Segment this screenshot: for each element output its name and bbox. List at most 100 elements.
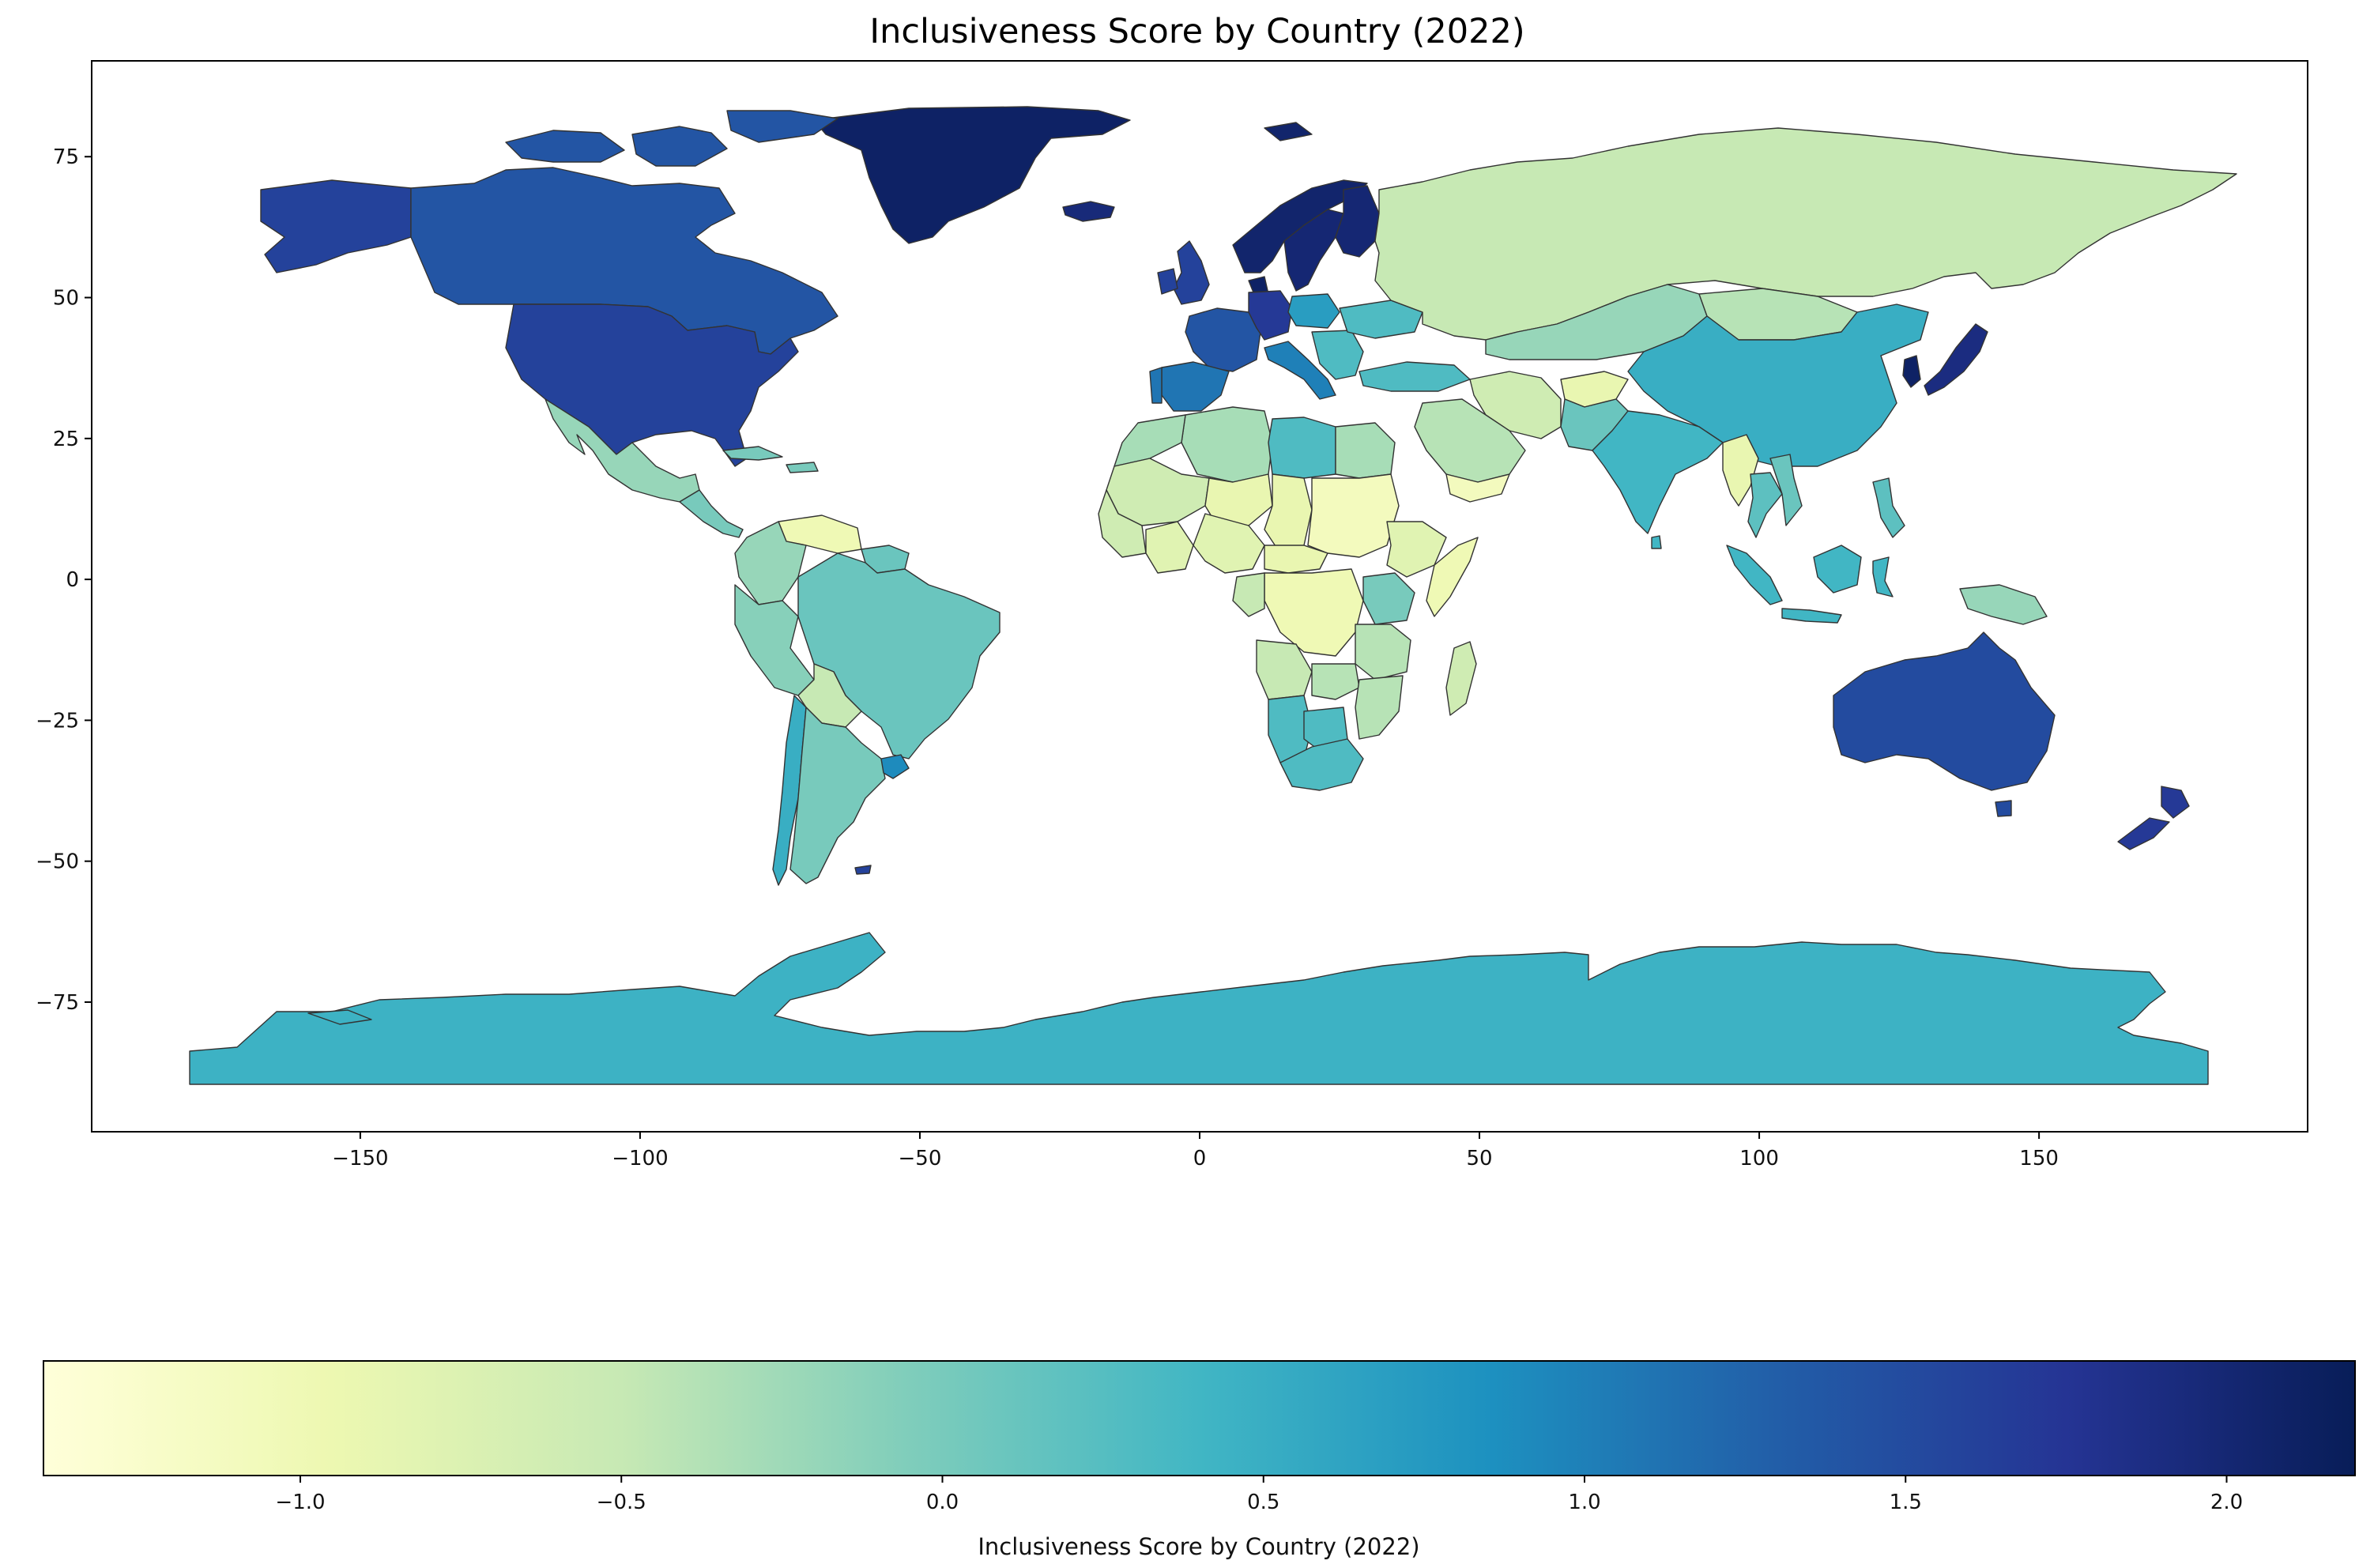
region-united-kingdom (1173, 240, 1210, 305)
region-papua-new-guinea (1959, 584, 2048, 625)
region-tanzania (1355, 624, 1411, 680)
region-australia (1833, 631, 2056, 791)
y-tick-label: −75 (36, 991, 79, 1015)
region-cuba (722, 446, 783, 461)
region-egypt (1335, 422, 1396, 479)
region-new-zealand-south (2117, 817, 2170, 850)
region-myanmar (1722, 434, 1759, 507)
region-west-africa (1098, 489, 1147, 558)
x-tick-label: −100 (612, 1147, 668, 1170)
region-antarctica (189, 932, 2209, 1085)
region-norway (1232, 179, 1368, 273)
y-tick-label: 0 (66, 568, 79, 592)
region-borneo (1813, 545, 1862, 594)
x-tick-label: 150 (2019, 1147, 2059, 1170)
colorbar-ticks: −1.0 −0.5 0.0 0.5 1.0 1.5 2.0 (275, 1476, 2243, 1514)
region-spain (1161, 361, 1230, 412)
region-uruguay (880, 754, 910, 779)
colorbar-tick-label: 2.0 (2210, 1491, 2243, 1514)
y-tick-label: 25 (53, 428, 79, 451)
region-iran (1469, 371, 1562, 439)
region-thailand (1747, 472, 1783, 538)
region-ireland (1157, 268, 1178, 295)
region-central-america (679, 489, 744, 538)
region-central-african (1264, 545, 1328, 574)
region-chad (1264, 473, 1313, 554)
region-mexico (545, 398, 700, 503)
region-niger (1204, 473, 1273, 526)
colorbar-tick-label: −0.5 (597, 1491, 646, 1514)
x-tick-label: −150 (332, 1147, 388, 1170)
region-sri-lanka (1651, 535, 1662, 549)
region-congo-west (1232, 572, 1265, 617)
region-falklands (854, 865, 872, 875)
region-japan (1924, 323, 1988, 396)
region-sudan (1307, 473, 1400, 558)
y-tick-label: −50 (36, 850, 79, 874)
region-finland (1335, 185, 1380, 258)
x-tick-label: −50 (899, 1147, 942, 1170)
region-south-korea (1902, 355, 1921, 388)
countries-layer (189, 106, 2237, 1085)
y-tick-label: −25 (36, 709, 79, 733)
region-russia (1374, 127, 2237, 341)
region-kenya (1362, 572, 1415, 625)
region-canada-islands-2 (631, 126, 728, 167)
region-iceland (1062, 201, 1115, 222)
y-tick-label: 50 (53, 287, 79, 311)
region-germany (1248, 290, 1293, 341)
colorbar-tick-label: 0.0 (926, 1491, 959, 1514)
region-china (1627, 303, 1929, 467)
region-italy (1264, 341, 1336, 400)
y-axis: 75 50 25 0 −25 −50 −75 (36, 145, 92, 1015)
region-hispaniola (786, 462, 819, 473)
region-sulawesi (1872, 556, 1894, 597)
region-sweden (1283, 209, 1344, 292)
region-antarctic-island (307, 1009, 372, 1025)
region-coast-ivory (1145, 521, 1194, 574)
colorbar-tick-label: 0.5 (1247, 1491, 1279, 1514)
region-yemen (1445, 473, 1510, 503)
x-tick-label: 50 (1466, 1147, 1492, 1170)
region-vietnam (1769, 454, 1803, 526)
region-south-africa (1279, 738, 1364, 791)
region-libya (1268, 416, 1336, 479)
colorbar-tick-label: −1.0 (275, 1491, 325, 1514)
region-algeria (1181, 406, 1273, 483)
region-zambia (1311, 663, 1360, 700)
region-alaska (260, 179, 412, 273)
region-canada-islands (505, 130, 625, 163)
region-argentina (789, 707, 886, 884)
region-colombia (734, 521, 807, 605)
region-dr-congo (1264, 568, 1364, 657)
region-turkey (1358, 361, 1471, 392)
colorbar-tick-label: 1.0 (1568, 1491, 1600, 1514)
region-mozambique (1355, 675, 1404, 740)
region-somalia (1426, 537, 1479, 617)
region-new-zealand-north (2161, 786, 2190, 819)
region-java (1781, 608, 1842, 624)
region-india (1592, 410, 1724, 534)
x-tick-label: 100 (1739, 1147, 1779, 1170)
region-tasmania (1995, 800, 2012, 817)
region-portugal (1149, 367, 1163, 404)
region-ethiopia (1386, 521, 1447, 578)
y-tick-label: 75 (53, 145, 79, 169)
region-madagascar (1445, 641, 1477, 716)
region-france (1185, 307, 1261, 372)
colorbar-label: Inclusiveness Score by Country (2022) (978, 1533, 1419, 1560)
colorbar (43, 1360, 2356, 1476)
colorbar-tick-label: 1.5 (1890, 1491, 1922, 1514)
region-poland (1287, 293, 1340, 329)
x-tick-label: 0 (1193, 1147, 1207, 1170)
region-canada-islands-3 (726, 110, 838, 143)
region-greenland (813, 106, 1131, 244)
region-philippines (1872, 477, 1905, 538)
chart-title: Inclusiveness Score by Country (2022) (869, 12, 1524, 51)
region-svalbard (1264, 122, 1313, 141)
region-nigeria (1193, 513, 1265, 574)
x-axis: −150 −100 −50 0 50 100 150 (332, 1132, 2059, 1170)
region-sumatra (1726, 545, 1783, 605)
